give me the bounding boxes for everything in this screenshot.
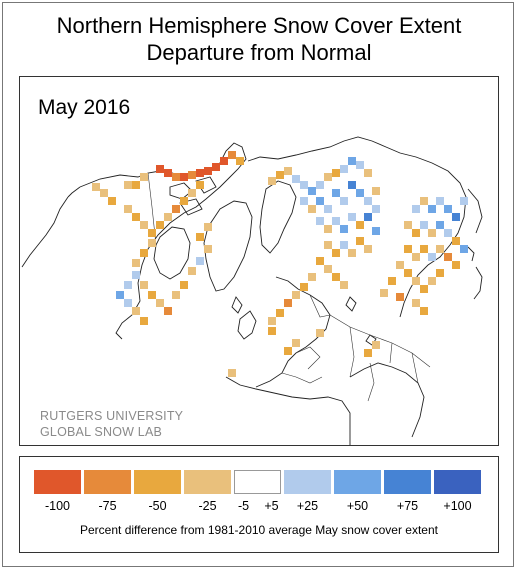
legend-label: +50 [346,499,369,513]
legend-swatch [334,470,381,494]
borders [147,172,431,402]
legend-label: -5 [237,499,250,513]
legend-label: +75 [396,499,419,513]
legend-swatch [384,470,431,494]
credit-line-1: RUTGERS UNIVERSITY [40,409,184,423]
legend-swatch [434,470,481,494]
coastlines [21,136,483,445]
date-label: May 2016 [38,96,131,119]
snow-anomaly-cells [92,151,468,377]
figure-frame [2,2,514,567]
legend-swatch [34,470,81,494]
legend-swatch [134,470,181,494]
legend-label: -75 [98,499,117,513]
legend-box [19,456,499,553]
legend-label: +25 [296,499,319,513]
legend-caption: Percent difference from 1981-2010 averag… [80,523,438,537]
legend-label: +100 [443,499,472,513]
map-svg [21,136,483,445]
legend-swatch [84,470,131,494]
legend-label: -100 [44,499,71,513]
credit-line-2: GLOBAL SNOW LAB [40,425,163,439]
map-panel [19,76,499,446]
map-title: Northern Hemisphere Snow Cover Extent [56,13,462,38]
legend-label: -25 [198,499,217,513]
legend-label: -50 [148,499,167,513]
map-subtitle: Departure from Normal [146,40,372,65]
legend-swatch [284,470,331,494]
legend-swatch [184,470,231,494]
legend-label: +5 [264,499,279,513]
legend-swatch [234,470,281,494]
